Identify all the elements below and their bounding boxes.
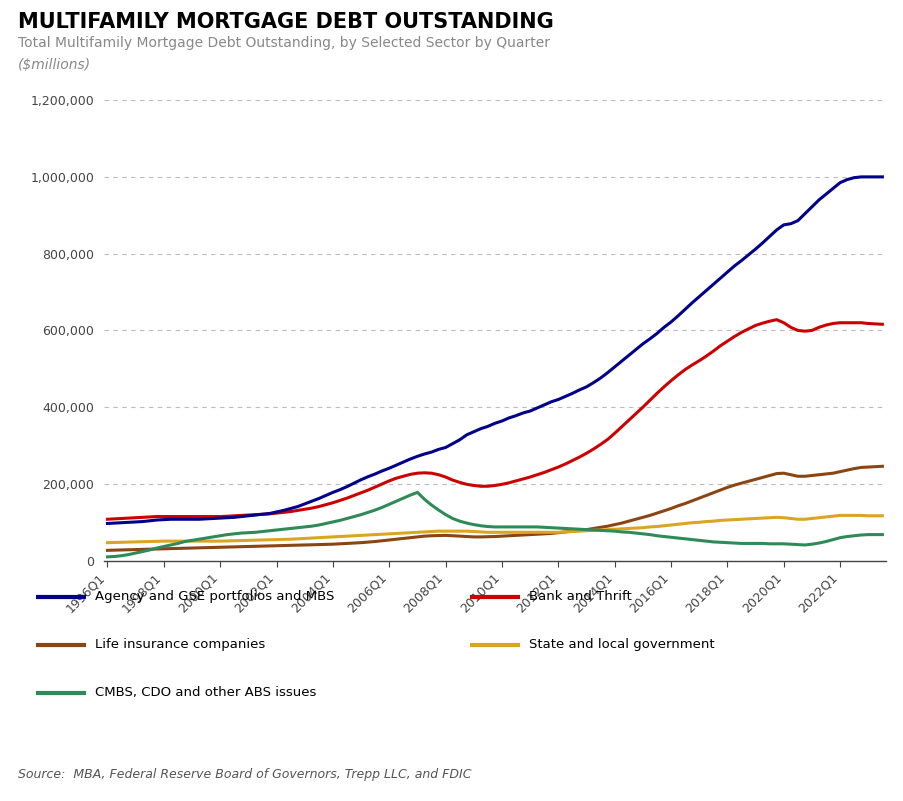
Text: Source:  MBA, Federal Reserve Board of Governors, Trepp LLC, and FDIC: Source: MBA, Federal Reserve Board of Go… (18, 768, 471, 781)
Text: CMBS, CDO and other ABS issues: CMBS, CDO and other ABS issues (95, 686, 316, 699)
Text: Total Multifamily Mortgage Debt Outstanding, by Selected Sector by Quarter: Total Multifamily Mortgage Debt Outstand… (18, 36, 549, 50)
Text: MULTIFAMILY MORTGAGE DEBT OUTSTANDING: MULTIFAMILY MORTGAGE DEBT OUTSTANDING (18, 12, 554, 32)
Text: Agency and GSE portfolios and MBS: Agency and GSE portfolios and MBS (95, 590, 334, 603)
Text: Life insurance companies: Life insurance companies (95, 638, 265, 651)
Text: Bank and Thrift: Bank and Thrift (528, 590, 631, 603)
Text: State and local government: State and local government (528, 638, 713, 651)
Text: ($millions): ($millions) (18, 58, 91, 71)
